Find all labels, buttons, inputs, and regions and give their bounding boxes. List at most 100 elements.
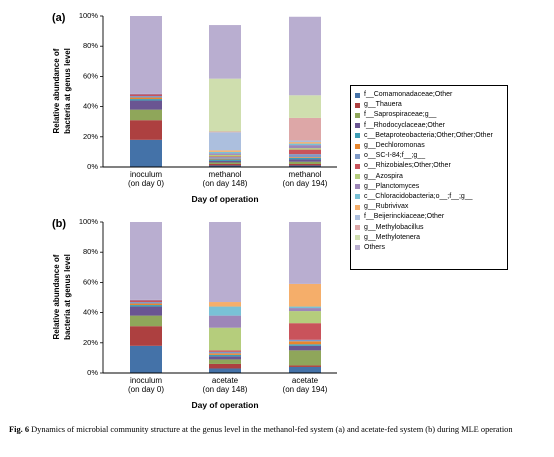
bar-segment (209, 351, 241, 354)
x-category-label: methanol (209, 170, 242, 179)
x-category-sublabel: (on day 148) (203, 385, 248, 394)
legend-label: f__Rhodocyclaceae;Other (364, 121, 445, 129)
y-tick-label: 100% (79, 217, 99, 226)
legend-swatch (355, 245, 360, 251)
bar-segment (209, 78, 241, 132)
y-axis-title-line: Relative abundance of (52, 48, 61, 133)
bar-segment (209, 222, 241, 303)
bar-segment (130, 305, 162, 307)
bar-segment (130, 345, 162, 373)
bar-segment (130, 97, 162, 100)
y-tick-label: 40% (83, 308, 98, 317)
x-axis-title: Day of operation (191, 194, 258, 204)
legend-label: f__Saprospiraceae;g__ (364, 111, 437, 119)
x-category-sublabel: (on day 0) (128, 179, 164, 188)
bar-segment (130, 109, 162, 121)
y-tick-label: 40% (83, 102, 98, 111)
bar-segment (130, 16, 162, 94)
legend-swatch (355, 163, 360, 169)
legend-item: o__SC-I-84;f__;g__ (355, 151, 507, 161)
legend-label: g__Rubrivivax (364, 203, 409, 211)
legend: f__Comamonadaceae;Other g__Thauera f__Sapr… (350, 85, 508, 270)
legend-item: Others (355, 243, 507, 253)
bar-segment (209, 302, 241, 307)
panel-label: (b) (52, 218, 66, 230)
bar-segment (289, 154, 321, 158)
bar-segment (209, 359, 241, 364)
bar-segment (130, 306, 162, 316)
y-axis-title-line: Relative abundance of (52, 254, 61, 339)
legend-swatch (355, 143, 360, 149)
x-category-label: methanol (289, 170, 322, 179)
bar-segment (209, 353, 241, 355)
bar-segment (209, 158, 241, 160)
bar-segment (130, 99, 162, 101)
bar-segment (209, 315, 241, 328)
bar-segment (209, 132, 241, 151)
y-tick-label: 20% (83, 132, 98, 141)
bar-segment (289, 311, 321, 324)
legend-swatch (355, 112, 360, 118)
bar-segment (209, 163, 241, 166)
legend-item: c__Chloracidobacteria;o__;f__;g__ (355, 192, 507, 202)
bar-segment (289, 306, 321, 309)
y-tick-label: 80% (83, 247, 98, 256)
y-axis-title-line: bacteria at genus level (63, 254, 72, 340)
bar-segment (130, 139, 162, 167)
bar-segment (209, 150, 241, 152)
legend-swatch (355, 235, 360, 241)
bar-segment (289, 323, 321, 340)
bar-segment (130, 222, 162, 300)
y-tick-label: 20% (83, 338, 98, 347)
legend-item: g__Azospira (355, 172, 507, 182)
legend-label: g__Azospira (364, 172, 403, 180)
legend-label: Others (364, 243, 386, 251)
legend-swatch (355, 153, 360, 159)
bar-segment (289, 165, 321, 167)
x-category-sublabel: (on day 194) (283, 179, 328, 188)
legend-item: f__Rhodocyclaceae;Other (355, 121, 507, 131)
figure-caption: Fig. 6 Dynamics of microbial community s… (9, 424, 549, 435)
legend-label: g__Methylotenera (364, 233, 421, 241)
figure-canvas: (a)Relative abundance of bacteria at genu… (52, 11, 337, 410)
bar-segment (289, 161, 321, 164)
legend-swatch (355, 225, 360, 231)
bar-segment (130, 100, 162, 110)
legend-item: g__Methylotenera (355, 233, 507, 243)
legend-swatch (355, 204, 360, 210)
bar-segment (209, 131, 241, 133)
legend-label: c__Betaproteobacteria;Other;Other;Other (364, 131, 493, 139)
bar-segment (289, 345, 321, 351)
x-category-label: inoculum (130, 170, 162, 179)
bar-segment (209, 350, 241, 352)
bar-segment (289, 140, 321, 143)
bar-segment (289, 308, 321, 312)
y-tick-label: 60% (83, 277, 98, 286)
bar-segment (209, 306, 241, 316)
bar-segment (289, 149, 321, 155)
legend-label: g__Dechloromonas (364, 142, 425, 150)
legend-swatch (355, 194, 360, 200)
legend-swatch (355, 92, 360, 98)
bar-segment (130, 120, 162, 140)
bar-segment (209, 157, 241, 159)
legend-item: f__Saprospiraceae;g__ (355, 110, 507, 120)
bar-segment (130, 96, 162, 98)
legend-swatch (355, 214, 360, 220)
panel-label: (a) (52, 12, 66, 24)
bar-segment (289, 148, 321, 150)
bar-segment (209, 159, 241, 161)
legend-label: g__Planctomyces (364, 182, 420, 190)
legend-label: o__Rhizobiales;Other;Other (364, 162, 451, 170)
bar-segment (289, 366, 321, 373)
bar-segment (209, 153, 241, 155)
bar-segment (289, 145, 321, 149)
legend-item: g__Thauera (355, 100, 507, 110)
bar-segment (289, 159, 321, 162)
bar-segment (289, 143, 321, 146)
bar-segment (289, 341, 321, 345)
y-tick-label: 60% (83, 71, 98, 80)
y-tick-label: 100% (79, 11, 99, 20)
bar-segment (209, 160, 241, 163)
bar-segment (289, 365, 321, 367)
